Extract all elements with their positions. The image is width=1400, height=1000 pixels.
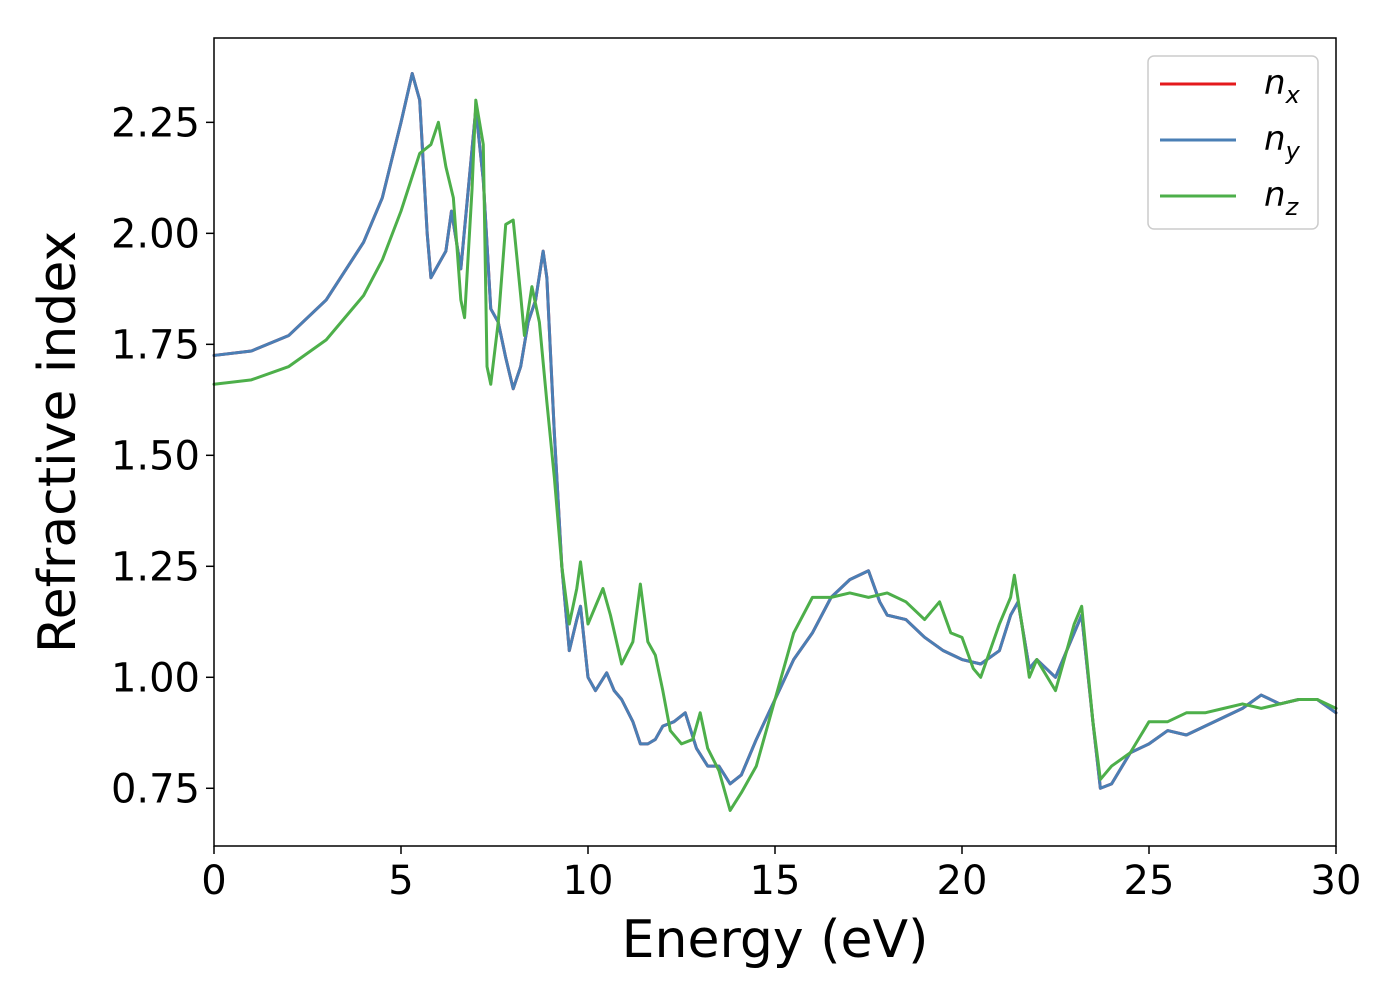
x-tick-label: 30 (1311, 858, 1362, 904)
plot-frame (213, 37, 1337, 847)
y-tick-label: 1.00 (111, 655, 200, 701)
series-line-n-z (212, 98, 1338, 812)
legend-label-n-z: nz (1264, 175, 1300, 221)
y-tick-label: 0.75 (111, 766, 200, 812)
y-tick-label: 1.25 (111, 544, 200, 590)
legend-label-sub: x (1285, 81, 1301, 109)
y-tick-label: 1.75 (111, 322, 200, 368)
legend-label-main: n (1264, 119, 1286, 159)
legend-label-sub: z (1285, 193, 1300, 221)
x-axis-label: Energy (eV) (622, 910, 929, 970)
x-tick-label: 10 (563, 858, 614, 904)
x-tick-label: 25 (1124, 858, 1175, 904)
x-tick-label: 15 (750, 858, 801, 904)
x-tick-label: 20 (937, 858, 988, 904)
legend-label-sub: y (1285, 137, 1301, 165)
y-tick-label: 2.00 (111, 211, 200, 257)
series-layer (212, 72, 1338, 812)
legend-box (1147, 55, 1319, 230)
legend-label-n-x: nx (1264, 63, 1301, 109)
legend-label-main: n (1264, 175, 1286, 215)
y-tick-label: 2.25 (111, 100, 200, 146)
legend-label-main: n (1264, 63, 1286, 103)
y-tick-label: 1.50 (111, 433, 200, 479)
y-axis-label: Refractive index (28, 231, 88, 653)
tick-layer: 0 5 10 15 20 25 30 0.75 1.00 1.25 1.50 1.75 2.00 2.25 (111, 100, 1362, 904)
legend-label-n-y: ny (1264, 119, 1301, 165)
x-tick-label: 5 (388, 858, 413, 904)
x-tick-label: 0 (201, 858, 226, 904)
